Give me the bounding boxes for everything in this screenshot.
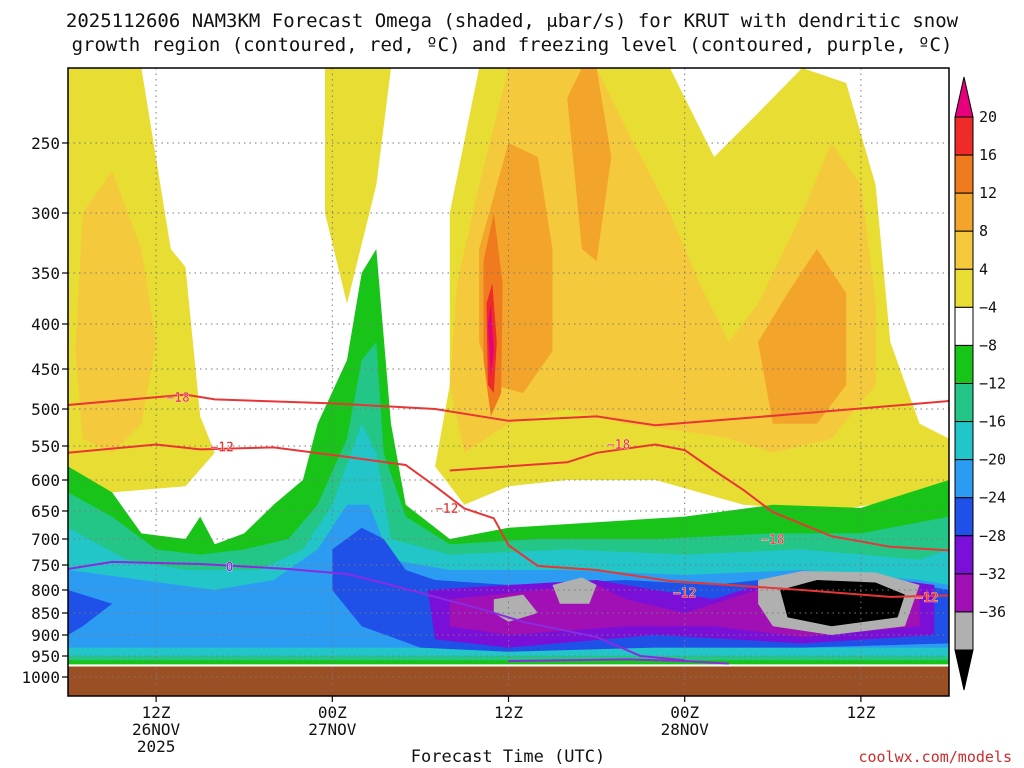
colorbar-swatch-2 [954, 154, 974, 194]
colorbar-label-10: −24 [979, 489, 1006, 507]
colorbar-swatch-14 [954, 611, 974, 651]
y-tick-label-800: 800 [31, 581, 60, 600]
y-tick-label-700: 700 [31, 530, 60, 549]
colorbar-swatch-13 [954, 573, 974, 613]
x-tick-label-6-1: 12Z [142, 703, 171, 722]
colorbar-label-9: −20 [979, 451, 1006, 469]
colorbar-label-6: −8 [979, 336, 997, 354]
omega-max-core [487, 303, 494, 377]
contour-line-0 [67, 393, 950, 427]
colorbar-swatch-10 [954, 459, 974, 499]
y-tick-label-900: 900 [31, 626, 60, 645]
contour-label-5: −12 [673, 586, 696, 601]
omega-neg32-spot-b [552, 577, 597, 604]
colorbar-swatch-11 [954, 497, 974, 537]
omega-12-band-b [567, 68, 612, 261]
y-tick-label-600: 600 [31, 471, 60, 490]
chart-title-line1: 2025112606 NAM3KM Forecast Omega (shaded… [66, 10, 959, 32]
colorbar-label-8: −16 [979, 413, 1006, 431]
colorbar-label-2: 12 [979, 184, 997, 202]
colorbar-swatch-4 [954, 230, 974, 270]
colorbar-label-4: 4 [979, 260, 988, 278]
y-tick-label-650: 650 [31, 502, 60, 521]
x-tick-label-6-3: 2025 [137, 737, 176, 756]
contour-label-1: −12 [210, 441, 233, 456]
colorbar-swatch-12 [954, 535, 974, 575]
y-tick-label-400: 400 [31, 315, 60, 334]
colorbar: 20 16 12 8 4 −4 −8 −12 −16 −20 −24 −28 −32 −36 [954, 76, 1006, 691]
gridlines [68, 68, 949, 696]
contour-label-2: −12 [435, 502, 458, 517]
x-tick-label-42-2: 28NOV [661, 720, 710, 739]
y-tick-label-350: 350 [31, 264, 60, 283]
colorbar-swatch-7 [954, 344, 974, 384]
x-tick-label-42-1: 00Z [670, 703, 699, 722]
chart-title-line2: growth region (contoured, red, ºC) and f… [72, 34, 953, 56]
y-tick-label-300: 300 [31, 204, 60, 223]
colorbar-swatch-5 [954, 268, 974, 308]
x-tick-label-6-2: 26NOV [132, 720, 181, 739]
contour-label-6: −12 [915, 591, 938, 606]
colorbar-bottom-arrow [954, 649, 974, 691]
contour-line-3 [67, 560, 685, 662]
x-tick-label-18-1: 00Z [318, 703, 347, 722]
colorbar-swatch-1 [954, 116, 974, 156]
y-tick-label-550: 550 [31, 437, 60, 456]
colorbar-label-12: −32 [979, 565, 1006, 583]
y-tick-label-500: 500 [31, 400, 60, 419]
contour-label-7: 0 [226, 561, 234, 576]
y-tick-label-950: 950 [31, 647, 60, 666]
x-tick-label-30-1: 12Z [494, 703, 523, 722]
ground-layer [68, 666, 949, 696]
x-tick-label-18-2: 27NOV [308, 720, 357, 739]
y-tick-label-850: 850 [31, 604, 60, 623]
colorbar-label-1: 16 [979, 146, 997, 164]
colorbar-swatch-6 [954, 306, 974, 346]
y-tick-label-750: 750 [31, 556, 60, 575]
omega-8-left-lobe [75, 171, 157, 453]
colorbar-label-7: −12 [979, 375, 1006, 393]
colorbar-swatch-3 [954, 192, 974, 232]
colorbar-top-arrow [954, 76, 974, 118]
contour-label-3: −18 [607, 438, 631, 453]
omega-4-upper-lobe [325, 68, 391, 304]
contour-label-4: −18 [761, 533, 785, 548]
contour-line-1 [67, 443, 950, 598]
temperature-contours: −18 −12 −12 −18 −18 −12 −12 0 [67, 391, 950, 665]
contour-line-4 [508, 658, 729, 665]
colorbar-label-5: −4 [979, 298, 997, 316]
y-tick-label-450: 450 [31, 360, 60, 379]
y-tick-label-250: 250 [31, 134, 60, 153]
y-axis-ticks: 250 300 350 400 450 500 550 600 650 700 750 800 850 9… [21, 134, 68, 687]
x-axis-label: Forecast Time (UTC) [411, 747, 605, 767]
colorbar-swatch-8 [954, 383, 974, 423]
colorbar-label-13: −36 [979, 603, 1006, 621]
omega-neg32-spot-a [493, 594, 538, 622]
credit-text: coolwx.com/models [858, 748, 1012, 766]
omega-12-band-c [758, 249, 847, 424]
colorbar-label-3: 8 [979, 222, 988, 240]
colorbar-label-0: 20 [979, 108, 997, 126]
colorbar-label-11: −28 [979, 527, 1006, 545]
contour-line-2 [449, 443, 950, 552]
contour-label-0: −18 [166, 391, 190, 406]
x-tick-label-54-1: 12Z [846, 703, 875, 722]
colorbar-swatch-9 [954, 421, 974, 461]
y-tick-label-1000: 1000 [21, 668, 60, 687]
